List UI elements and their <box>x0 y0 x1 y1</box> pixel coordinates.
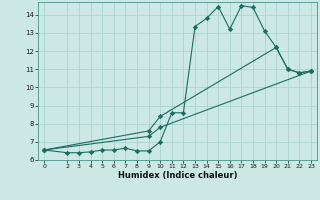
X-axis label: Humidex (Indice chaleur): Humidex (Indice chaleur) <box>118 171 237 180</box>
